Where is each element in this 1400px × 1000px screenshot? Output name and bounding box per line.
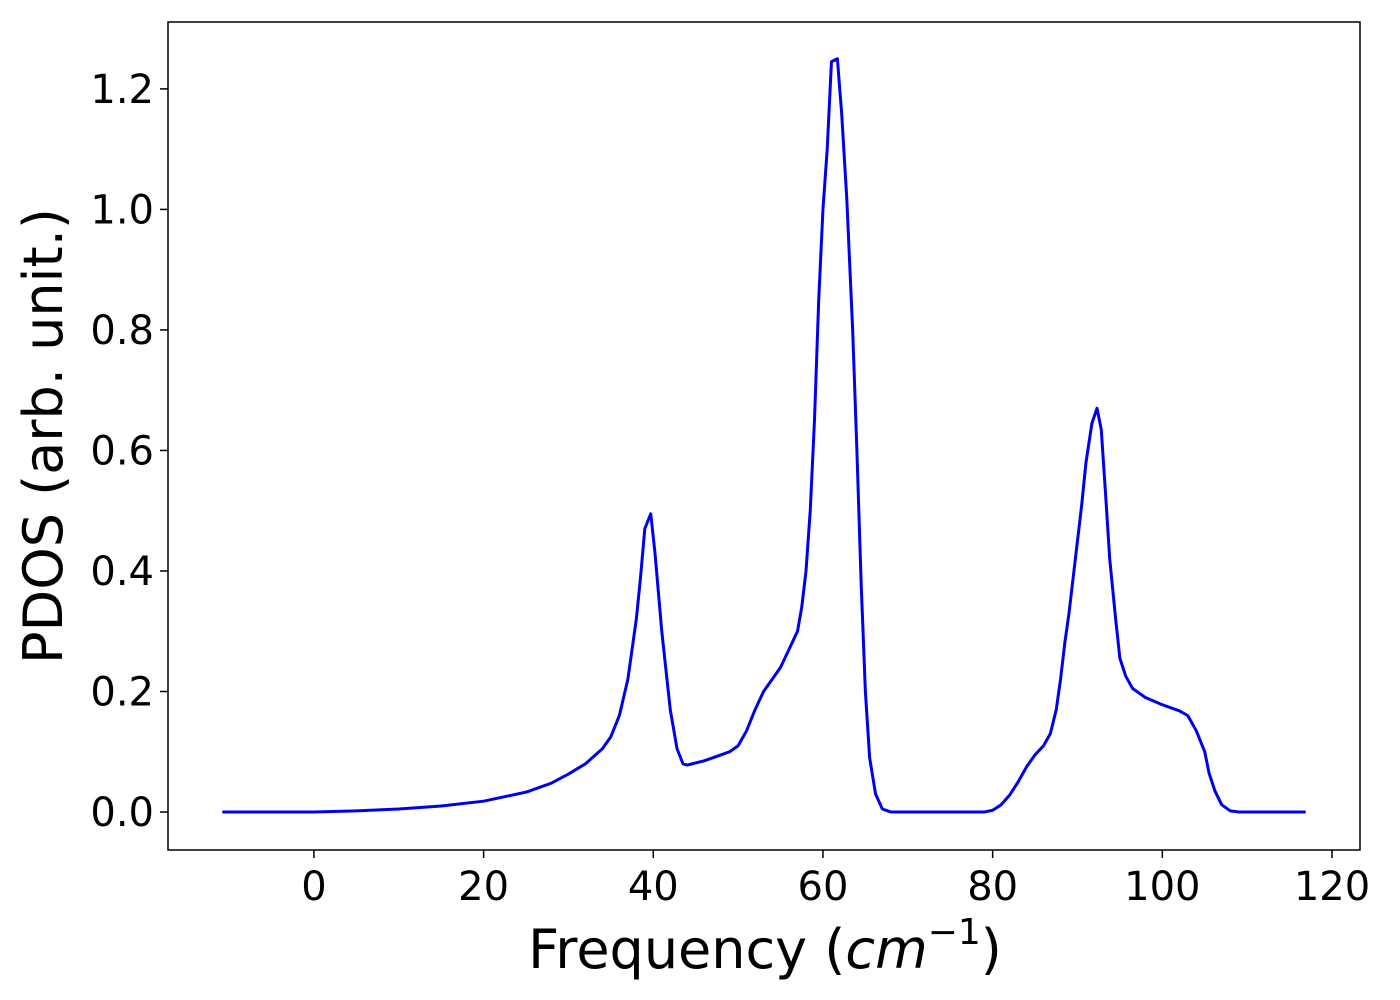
x-label-part: Frequency ( — [528, 918, 845, 981]
x-tick-label: 80 — [967, 864, 1018, 910]
x-tick-label: 0 — [301, 864, 326, 910]
x-tick-label: 100 — [1124, 864, 1200, 910]
x-label-math: cm — [845, 918, 927, 981]
y-tick-label: 0.0 — [90, 790, 154, 836]
y-axis-label: PDOS (arb. unit.) — [12, 208, 75, 664]
x-tick-label: 20 — [458, 864, 509, 910]
x-tick-label: 40 — [628, 864, 679, 910]
x-label-sup: −1 — [928, 912, 981, 953]
y-tick-label: 0.8 — [90, 308, 154, 354]
y-tick-label: 0.6 — [90, 428, 154, 474]
y-tick-label: 0.2 — [90, 670, 154, 716]
y-tick-label: 0.4 — [90, 549, 154, 595]
x-axis-label: Frequency (cm−1) — [528, 912, 1002, 981]
y-tick-label: 1.2 — [90, 67, 154, 113]
x-tick-label: 120 — [1294, 864, 1370, 910]
x-label-part: ) — [981, 918, 1002, 981]
x-tick-label: 60 — [798, 864, 849, 910]
y-tick-label: 1.0 — [90, 187, 154, 233]
data-line — [222, 57, 1306, 814]
plot-frame — [167, 21, 1361, 851]
